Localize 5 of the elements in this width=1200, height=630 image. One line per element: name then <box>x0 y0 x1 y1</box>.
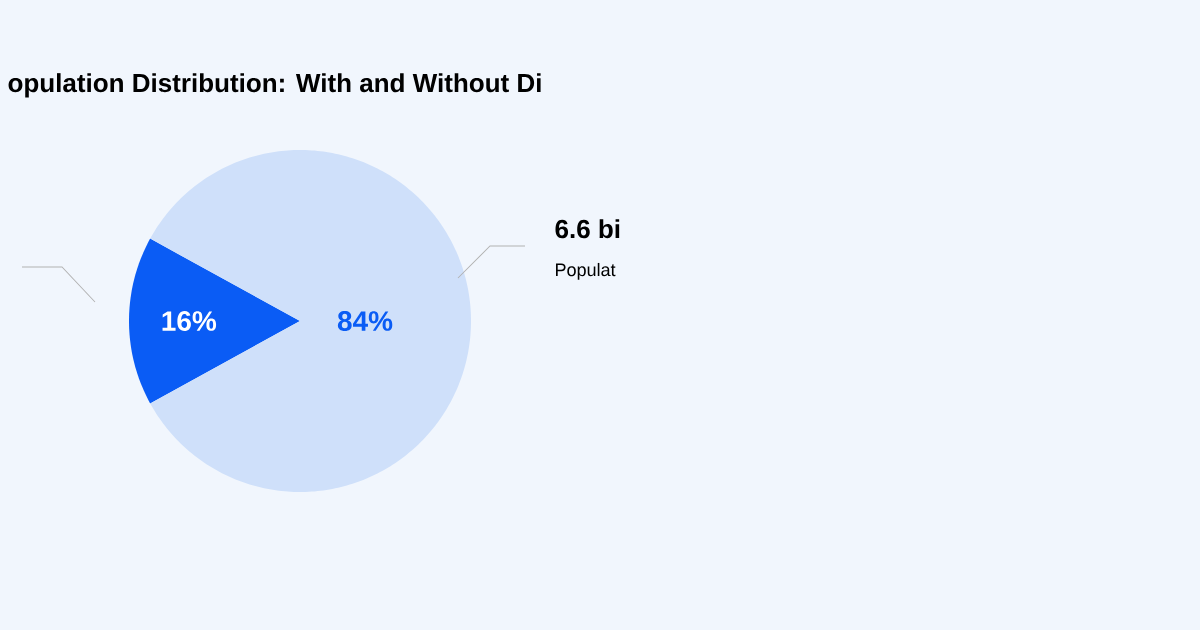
text: 6.6 bi <box>555 219 620 239</box>
chart-title: opulation Distribution: With and Without Di <box>8 73 541 98</box>
data-label: 16% <box>162 311 217 331</box>
data-label: 84% <box>337 311 393 331</box>
text: Populat <box>556 262 616 280</box>
